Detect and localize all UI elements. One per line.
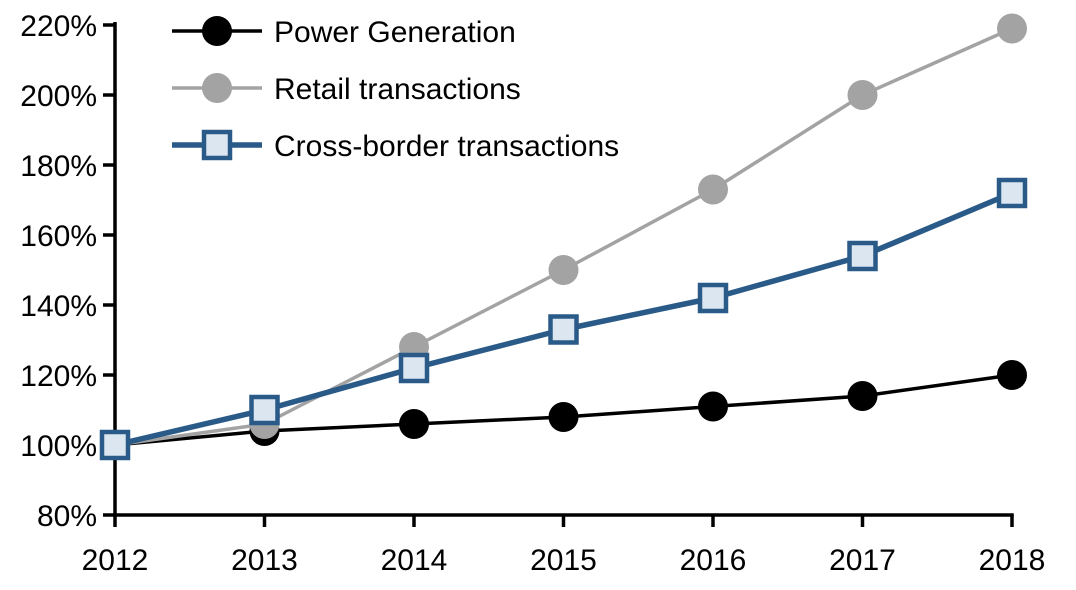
x-tick-label: 2015 (530, 544, 597, 577)
legend-label: Cross-border transactions (274, 130, 619, 163)
data-point-marker-circle (698, 174, 728, 205)
y-tick-label: 220% (20, 10, 97, 43)
legend-item: Retail transactions (172, 73, 521, 106)
legend: Power Generation Retail transactions Cross… (172, 16, 619, 163)
x-tick-label: 2018 (979, 544, 1046, 577)
data-point-marker-square (996, 177, 1028, 209)
x-tick-label: 2017 (829, 544, 896, 577)
y-tick-label: 120% (20, 360, 97, 393)
legend-item: Power Generation (172, 16, 516, 49)
data-point-marker-square (249, 394, 280, 426)
y-tick-label: 200% (20, 80, 97, 113)
data-point-marker-square (99, 429, 131, 461)
data-point-marker-circle (847, 381, 878, 411)
y-tick-label: 180% (20, 150, 97, 183)
y-tick-label: 140% (20, 290, 97, 323)
data-point-marker-circle (997, 360, 1027, 390)
data-point-marker-square (398, 352, 430, 384)
x-tick-label: 2013 (231, 544, 298, 577)
data-point-marker-circle (997, 13, 1027, 44)
data-point-marker-square (697, 282, 729, 314)
series-line (114, 26, 1013, 447)
data-point-marker-circle (399, 409, 429, 439)
data-point-marker-square (548, 314, 579, 345)
series-power-generation (100, 360, 1027, 460)
y-tick-label: 100% (20, 430, 97, 463)
data-point-marker-square (847, 240, 878, 272)
data-point-marker-circle (847, 80, 878, 110)
legend-item: Cross-border transactions (172, 129, 619, 163)
data-point-marker-circle (548, 402, 579, 432)
x-tick-label: 2016 (680, 544, 747, 577)
legend-label: Power Generation (274, 16, 516, 49)
data-point-marker-circle (202, 73, 232, 103)
y-tick-label: 80% (37, 500, 97, 533)
data-point-marker-circle (698, 391, 728, 422)
series-cross-border-transactions (99, 177, 1028, 461)
data-point-marker-circle (548, 255, 579, 285)
x-tick-label: 2014 (381, 544, 448, 577)
y-tick-label: 160% (20, 220, 97, 253)
legend-label: Retail transactions (274, 73, 521, 106)
x-tick-label: 2012 (82, 544, 149, 577)
data-point-marker-square (201, 129, 233, 161)
data-point-marker-circle (202, 16, 232, 46)
